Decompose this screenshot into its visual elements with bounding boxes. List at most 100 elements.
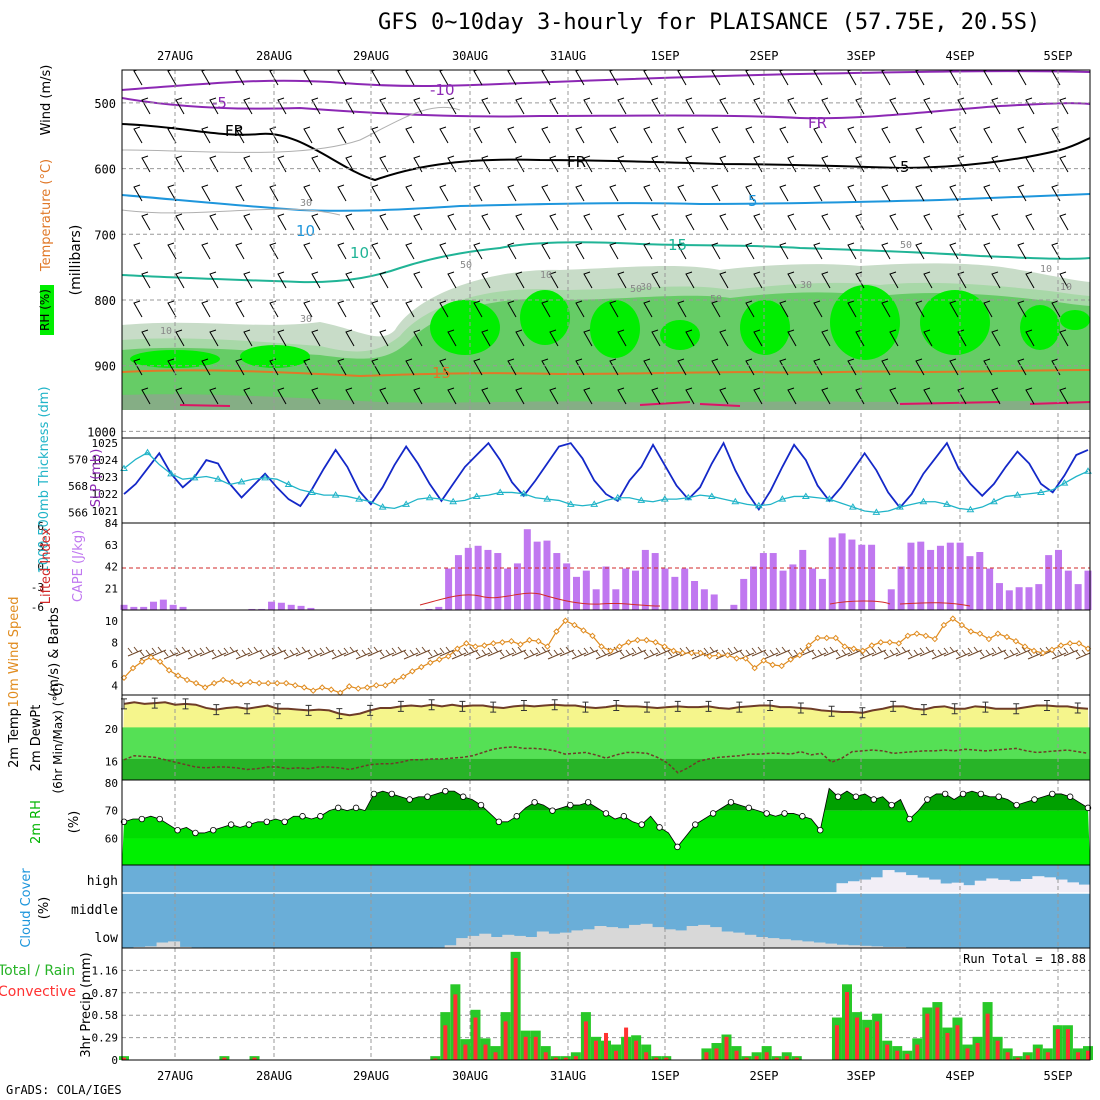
wind-barb — [847, 70, 857, 86]
wind-barb — [813, 184, 823, 202]
precip-convective-bar — [744, 1057, 749, 1060]
wind-barb — [473, 126, 483, 144]
cape-bar — [582, 570, 590, 610]
label-pressure-units: (millibars) — [68, 225, 84, 296]
wind-barb — [813, 126, 823, 144]
high-cloud-bar — [928, 879, 941, 893]
wind-speed-point — [463, 640, 470, 647]
wind-barb — [427, 649, 443, 660]
low-cloud-bar — [652, 927, 665, 948]
date-label-top-29AUG: 29AUG — [353, 49, 389, 63]
wind-barb — [413, 97, 423, 115]
wind-barb — [847, 184, 857, 202]
wind-speed-point — [688, 649, 695, 657]
wind-barb — [871, 646, 887, 657]
wind-barb — [957, 271, 967, 289]
wind-barb — [367, 646, 383, 657]
precip-tick: 0.58 — [92, 1009, 119, 1022]
wind-barb — [751, 646, 767, 657]
high-cloud-bar — [997, 879, 1010, 893]
low-cloud-bar — [859, 945, 872, 948]
wind-speed-point — [913, 630, 921, 637]
ground-shade — [122, 394, 1090, 410]
wind-speed-point — [985, 635, 993, 643]
low-cloud-bar — [801, 941, 814, 948]
precip-convective-bar — [463, 1044, 468, 1060]
wind-speed-point — [255, 679, 263, 687]
wind-speed-point — [1057, 642, 1065, 649]
minmax-error-bar — [951, 703, 958, 715]
wind-speed-point — [958, 621, 966, 629]
wind-barb — [439, 126, 449, 144]
wind-speed-point — [706, 653, 713, 660]
high-cloud-bar — [882, 870, 895, 893]
rh-point — [317, 813, 324, 820]
contour-label: FR — [808, 114, 827, 132]
wind-barb — [133, 358, 143, 376]
thickness-point — [848, 503, 857, 510]
cape-bar — [818, 578, 826, 610]
thickness-point — [919, 497, 928, 505]
wind-barb — [175, 97, 185, 115]
wind-speed-point — [931, 635, 939, 643]
minmax-error-bar — [890, 700, 897, 712]
thickness-point — [261, 473, 269, 481]
precip-convective-bar — [704, 1052, 709, 1060]
wind-speed-point — [147, 654, 155, 661]
wind-barb — [345, 387, 355, 405]
wind-barb — [481, 97, 491, 115]
high-cloud-bar — [1078, 884, 1091, 893]
precip-convective-bar — [614, 1050, 619, 1060]
isotherm-20 — [179, 401, 1090, 407]
contour-label: 5 — [748, 192, 758, 210]
wind-barb — [175, 329, 185, 347]
rh-point — [709, 810, 717, 817]
wind-barb — [277, 387, 287, 405]
wind-barb — [1051, 300, 1061, 318]
credit-text: GrADS: COLA/IGES — [6, 1083, 122, 1097]
precip-convective-bar — [573, 1056, 578, 1060]
wind-speed-point — [1003, 633, 1011, 641]
wind-speed-point — [607, 647, 614, 655]
wind-barb — [199, 646, 215, 657]
contour-label: 15 — [432, 364, 451, 382]
rh-point — [620, 813, 628, 820]
rh-core-5 — [660, 320, 700, 350]
wind-barb — [983, 126, 993, 144]
wind-speed-point — [427, 659, 434, 666]
label-2m-rh: 2m RH — [29, 800, 44, 844]
wind-barb — [277, 213, 287, 231]
rh-point — [727, 799, 735, 806]
rh-core-2 — [430, 300, 500, 355]
high-cloud-bar — [986, 878, 999, 893]
label-6hr-minmax: (6hr Min/Max) (°C) — [51, 682, 65, 793]
cape-bar — [130, 606, 138, 610]
wind-barb — [345, 155, 355, 173]
wind-speed-point — [309, 687, 317, 694]
wind-barb — [209, 97, 219, 115]
wind-barb — [883, 649, 899, 660]
cape-bar — [513, 563, 521, 610]
wind-barb — [617, 271, 627, 289]
precip-convective-bar — [985, 1013, 990, 1060]
wind-speed-point — [201, 684, 209, 691]
wind-barb — [745, 242, 755, 260]
low-cloud-bar — [698, 924, 711, 948]
wind-barb — [311, 387, 321, 405]
wind-barb — [1051, 242, 1061, 260]
wind-barb — [677, 358, 687, 376]
wind-barb — [617, 97, 627, 115]
thickness-point — [590, 500, 599, 507]
low-cloud-bar — [686, 926, 699, 948]
wind-speed-point — [228, 678, 236, 686]
cape-bar — [553, 553, 561, 610]
wind-barb — [209, 155, 219, 173]
wind-barb — [949, 242, 959, 260]
wind-barb — [753, 97, 763, 115]
wind-barb — [345, 97, 355, 115]
wind-speed-point — [796, 651, 803, 659]
cape-bar — [169, 604, 177, 610]
date-label-top-2SEP: 2SEP — [750, 49, 779, 63]
wind-barb — [439, 358, 449, 376]
wind-speed-point — [273, 679, 281, 687]
